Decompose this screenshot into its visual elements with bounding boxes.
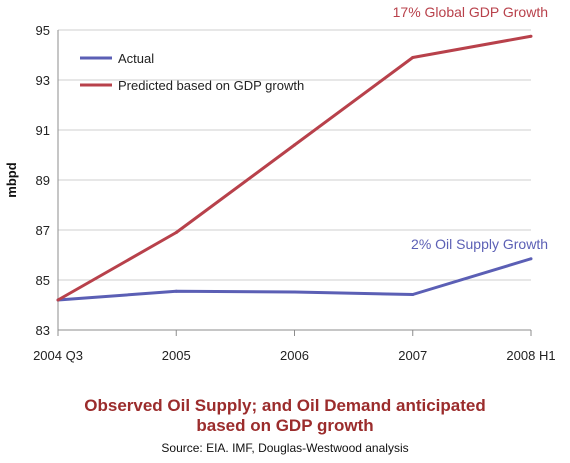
legend-label-actual: Actual: [118, 51, 154, 66]
line-chart: 83 85 87 89 91 93 95 2004 Q3 2005 2006 2007 2008 H1…: [4, 4, 556, 363]
chart-caption-title-line-1: Observed Oil Supply; and Oil Demand anti…: [84, 396, 486, 415]
y-tick-label: 95: [36, 23, 50, 38]
y-tick-label: 89: [36, 173, 50, 188]
y-axis-label: mbpd: [4, 162, 19, 197]
data-point-predicted: [529, 34, 533, 38]
series-line-actual: [57, 257, 532, 302]
annotation-oil-supply-growth: 2% Oil Supply Growth: [411, 236, 548, 252]
chart-source-note: Source: EIA. IMF, Douglas-Westwood analy…: [161, 441, 409, 455]
data-point-actual: [174, 289, 178, 293]
y-tick-label: 83: [36, 323, 50, 338]
data-point-predicted: [411, 56, 415, 59]
y-tick-label: 87: [36, 223, 50, 238]
data-point-predicted: [293, 143, 296, 147]
chart-caption-title-line-2: based on GDP growth: [196, 416, 374, 435]
x-tick-label: 2007: [398, 348, 427, 363]
data-point-predicted: [56, 298, 60, 302]
data-point-predicted: [174, 231, 178, 234]
y-tick-label: 93: [36, 73, 50, 88]
data-point-actual: [411, 293, 415, 296]
x-tick-label: 2005: [162, 348, 191, 363]
x-tick-label: 2006: [280, 348, 309, 363]
y-tick-label: 85: [36, 273, 50, 288]
legend-label-predicted: Predicted based on GDP growth: [118, 78, 304, 93]
x-tick-label: 2004 Q3: [33, 348, 83, 363]
y-tick-label: 91: [36, 123, 50, 138]
data-point-actual: [293, 290, 296, 294]
series-line-predicted: [57, 34, 532, 302]
annotation-gdp-growth: 17% Global GDP Growth: [393, 4, 548, 20]
data-point-actual: [529, 257, 533, 261]
x-tick-label: 2008 H1: [506, 348, 555, 363]
